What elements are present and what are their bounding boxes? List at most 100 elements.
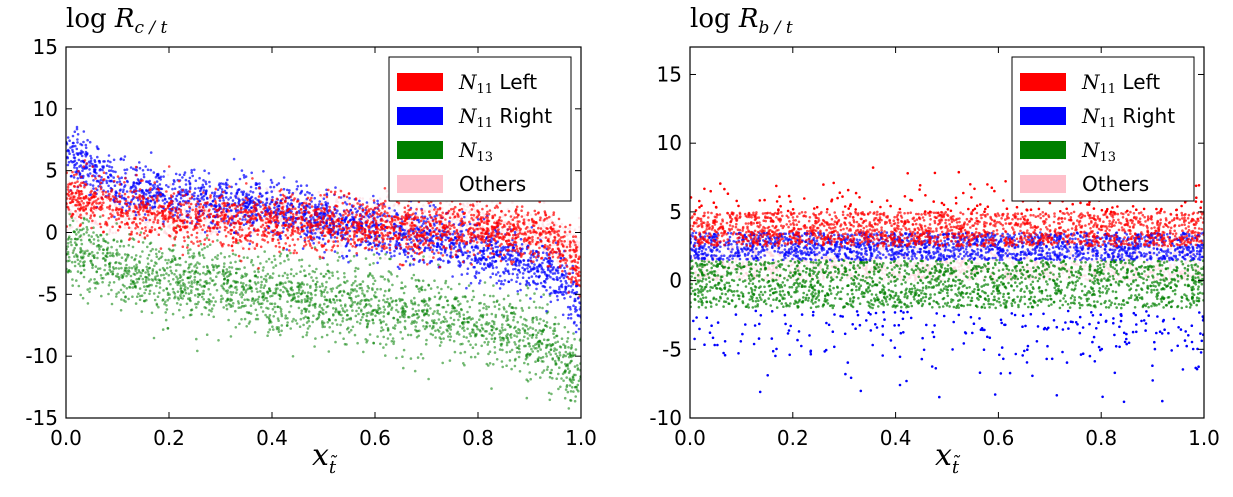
data-point [223, 256, 226, 259]
data-point [289, 327, 292, 330]
data-point [242, 289, 245, 292]
data-point [258, 182, 261, 185]
data-point [336, 209, 339, 212]
data-point [153, 337, 156, 340]
data-point [90, 235, 93, 238]
data-point [234, 280, 237, 283]
data-point [236, 288, 239, 291]
data-point [308, 273, 311, 276]
data-point [228, 266, 231, 269]
data-point [126, 190, 129, 193]
data-point [429, 307, 432, 310]
data-point [94, 220, 97, 223]
data-point [516, 335, 519, 338]
data-point [474, 335, 477, 338]
data-point [465, 209, 468, 212]
data-point [483, 341, 486, 344]
data-point [404, 285, 407, 288]
data-point [488, 332, 491, 335]
data-point [100, 295, 103, 298]
data-point [506, 337, 509, 340]
data-point [396, 318, 399, 321]
data-point [339, 332, 342, 335]
data-point [302, 324, 305, 327]
data-point [405, 209, 408, 212]
data-point [257, 301, 260, 304]
data-point [502, 271, 505, 274]
data-point [185, 292, 188, 295]
data-point [549, 353, 552, 356]
data-point [212, 269, 215, 272]
data-point [300, 301, 303, 304]
data-point [414, 329, 417, 332]
data-point [86, 226, 89, 229]
data-point [230, 335, 233, 338]
data-point [175, 269, 178, 272]
data-point [555, 377, 558, 380]
data-point [466, 317, 469, 320]
data-point [83, 265, 86, 268]
data-point [506, 315, 509, 318]
data-point [93, 278, 96, 281]
data-point [143, 285, 146, 288]
data-point [562, 227, 565, 230]
data-point [413, 274, 416, 277]
data-point [220, 252, 223, 255]
data-point [114, 231, 117, 234]
data-point [491, 329, 494, 332]
data-point [203, 247, 206, 250]
data-point [143, 176, 146, 179]
data-point [147, 263, 150, 266]
data-point [440, 341, 443, 344]
data-point [322, 238, 325, 241]
data-point [155, 262, 158, 265]
data-point [469, 332, 472, 335]
data-point [422, 357, 425, 360]
data-point [74, 159, 77, 162]
data-point [418, 280, 421, 283]
data-point [527, 287, 530, 290]
data-point [334, 301, 337, 304]
data-point [321, 336, 324, 339]
data-point [150, 151, 153, 154]
data-point [119, 245, 122, 248]
data-point [476, 326, 479, 329]
data-point [514, 313, 517, 316]
data-point [486, 363, 489, 366]
data-point [519, 299, 522, 302]
data-point [95, 265, 98, 268]
data-point [514, 326, 517, 329]
data-point [494, 351, 497, 354]
data-point [115, 267, 118, 270]
data-point [542, 224, 545, 227]
data-point [184, 286, 187, 289]
data-point [576, 291, 579, 294]
data-point [538, 306, 541, 309]
data-point [79, 294, 82, 297]
data-point [429, 325, 432, 328]
data-point [389, 258, 392, 261]
data-point [69, 224, 72, 227]
data-point [516, 276, 519, 279]
data-point [514, 359, 517, 362]
data-point [165, 184, 168, 187]
data-point [531, 336, 534, 339]
data-point [540, 296, 543, 299]
data-point [392, 343, 395, 346]
data-point [306, 184, 309, 187]
data-point [449, 203, 452, 206]
data-point [115, 275, 118, 278]
data-point [400, 287, 403, 290]
data-point [384, 290, 387, 293]
data-point [314, 303, 317, 306]
data-point [339, 324, 342, 327]
data-point [537, 331, 540, 334]
data-point [271, 325, 274, 328]
data-point [120, 274, 123, 277]
data-point [103, 269, 106, 272]
data-point [463, 364, 466, 367]
data-point [168, 274, 171, 277]
data-point [107, 185, 110, 188]
data-point [312, 314, 315, 317]
data-point [196, 350, 199, 353]
